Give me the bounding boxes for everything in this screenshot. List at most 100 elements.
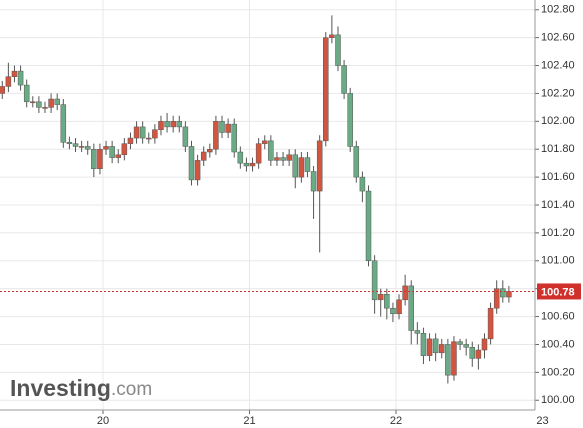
- candle-body: [11, 70, 18, 77]
- candle-body: [371, 260, 378, 301]
- candle-body: [506, 291, 512, 298]
- candle-body: [66, 141, 73, 144]
- y-tick-label: 100.20: [541, 366, 575, 378]
- candle-body: [91, 148, 97, 169]
- candle-body: [365, 190, 372, 262]
- candle-body: [359, 176, 366, 192]
- y-tick-label: 101.00: [541, 255, 575, 267]
- candle-body: [347, 93, 353, 147]
- candle-body: [0, 86, 6, 94]
- candle-body: [439, 344, 445, 354]
- candle-body: [255, 143, 262, 164]
- candle-body: [219, 121, 225, 133]
- candle-body: [390, 307, 396, 315]
- candle-body: [182, 126, 189, 147]
- candle-body: [249, 162, 256, 167]
- y-tick-label: 102.00: [541, 115, 575, 127]
- candle-body: [298, 157, 305, 178]
- candle-body: [127, 137, 134, 144]
- candle-body: [463, 344, 469, 348]
- x-tick-label: 22: [390, 415, 402, 427]
- watermark-brand: Investing: [10, 375, 111, 401]
- candle-body: [475, 349, 482, 359]
- candle-body: [115, 154, 122, 158]
- y-tick-label: 102.20: [541, 87, 575, 99]
- candle-body: [341, 65, 347, 94]
- y-tick-label: 101.40: [541, 199, 575, 211]
- candle-body: [30, 101, 36, 104]
- candle-body: [292, 154, 299, 178]
- candle-body: [261, 140, 268, 144]
- y-tick-label: 101.20: [541, 227, 575, 239]
- candle-body: [207, 148, 213, 153]
- candle-body: [109, 146, 115, 158]
- candle-body: [274, 157, 280, 161]
- candle-body: [48, 98, 54, 108]
- candle-body: [225, 123, 231, 133]
- candle-body: [17, 70, 24, 86]
- y-tick-label: 100.40: [541, 338, 575, 350]
- candles: [0, 15, 512, 384]
- y-tick-label: 101.60: [541, 171, 575, 183]
- candle-body: [487, 307, 494, 340]
- candle-body: [164, 121, 170, 128]
- candle-body: [408, 285, 414, 331]
- candle-body: [170, 121, 176, 128]
- candle-body: [493, 288, 500, 309]
- candle-body: [152, 129, 158, 139]
- candle-body: [396, 299, 402, 315]
- candle-body: [237, 151, 244, 164]
- candle-body: [243, 162, 250, 167]
- candle-body: [310, 171, 317, 192]
- candle-body: [146, 137, 152, 140]
- candle-body: [329, 34, 335, 38]
- candle-body: [432, 338, 439, 354]
- candle-body: [231, 123, 237, 153]
- candle-body: [420, 333, 427, 356]
- candle-body: [5, 76, 12, 87]
- y-tick-label: 102.60: [541, 32, 575, 44]
- candle-body: [158, 121, 164, 130]
- candle-body: [60, 104, 67, 143]
- candle-body: [23, 84, 30, 103]
- candle-body: [97, 148, 103, 169]
- candle-body: [42, 107, 48, 109]
- candle-body: [445, 344, 451, 376]
- candle-body: [426, 338, 433, 356]
- y-tick-label: 101.80: [541, 143, 575, 155]
- x-tick-label: 21: [243, 415, 255, 427]
- candle-body: [500, 288, 506, 298]
- candle-body: [304, 157, 311, 172]
- candle-body: [384, 294, 390, 309]
- candle-body: [194, 160, 201, 181]
- candle-body: [54, 98, 60, 105]
- candle-body: [188, 146, 195, 181]
- candle-body: [121, 143, 128, 156]
- watermark-suffix: .com: [111, 379, 152, 400]
- candle-body: [323, 37, 329, 142]
- candle-body: [451, 341, 457, 376]
- candle-body: [84, 146, 91, 150]
- candle-body: [268, 140, 274, 161]
- candle-body: [377, 294, 384, 301]
- y-tick-label: 100.00: [541, 394, 575, 406]
- candle-body: [469, 346, 476, 359]
- last-price-label: 100.78: [541, 286, 575, 298]
- candle-body: [402, 285, 408, 301]
- candle-body: [200, 151, 207, 161]
- candle-body: [133, 126, 140, 139]
- last-price-box: [537, 283, 581, 300]
- candle-body: [414, 330, 421, 334]
- watermark: Investing.com: [10, 375, 152, 401]
- candle-body: [335, 34, 341, 66]
- candle-body: [72, 143, 79, 147]
- candle-body: [213, 121, 219, 150]
- candle-body: [139, 126, 146, 139]
- y-tick-label: 102.80: [541, 4, 575, 16]
- grid: [0, 0, 539, 414]
- candle-body: [286, 154, 292, 161]
- x-tick-label: 20: [97, 415, 109, 427]
- candle-body: [36, 101, 42, 108]
